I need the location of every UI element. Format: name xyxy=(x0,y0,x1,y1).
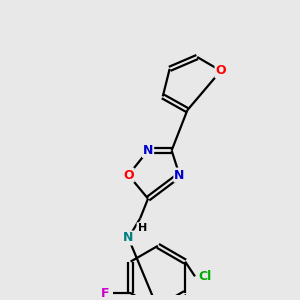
Text: F: F xyxy=(101,286,109,300)
Text: O: O xyxy=(123,169,134,182)
Text: Cl: Cl xyxy=(198,270,212,283)
Text: N: N xyxy=(143,144,153,157)
Text: N: N xyxy=(123,232,134,244)
Text: N: N xyxy=(174,169,185,182)
Text: H: H xyxy=(137,223,147,233)
Text: O: O xyxy=(215,64,226,77)
